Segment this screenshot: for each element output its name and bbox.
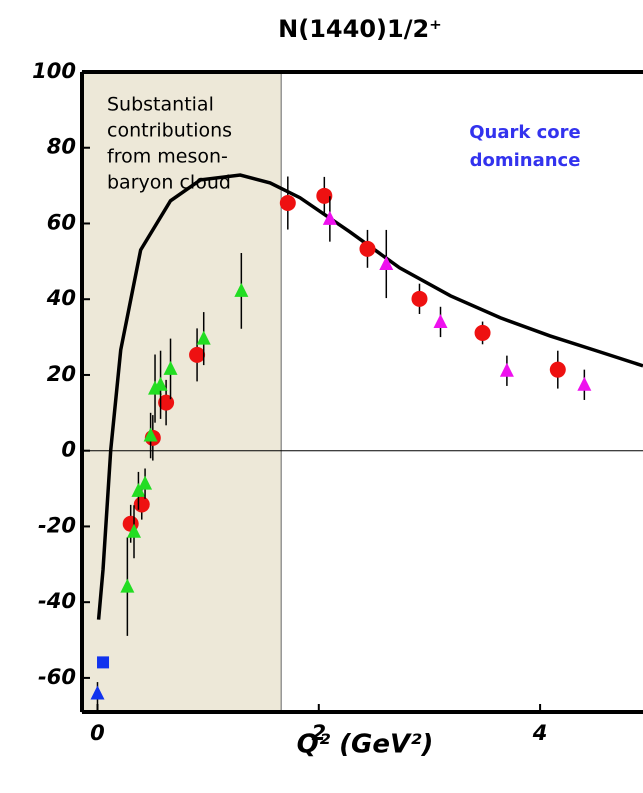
y-tick-label: -40 <box>38 589 76 613</box>
point <box>143 427 158 442</box>
point <box>549 361 566 378</box>
x-tick-label: 2 <box>311 721 326 745</box>
annotation: Substantial <box>107 94 214 116</box>
point <box>359 240 376 257</box>
point <box>120 578 135 593</box>
point <box>279 195 296 212</box>
annotation: baryon cloud <box>107 172 231 194</box>
point <box>163 360 178 375</box>
point <box>474 324 491 341</box>
point <box>148 380 163 395</box>
y-tick-label: 100 <box>32 59 76 83</box>
point <box>90 685 105 700</box>
x-tick-label: 4 <box>532 721 548 745</box>
y-tick-label: 60 <box>47 210 76 234</box>
point <box>189 346 206 363</box>
curve <box>96 173 643 620</box>
point <box>322 210 337 225</box>
y-tick-label: 80 <box>47 135 76 159</box>
y-tick-label: -60 <box>38 665 76 689</box>
point <box>234 282 249 297</box>
region <box>81 71 282 713</box>
annotation: contributions <box>107 120 232 142</box>
x-axis-label: Q² (GeV²) <box>297 730 434 760</box>
point <box>316 187 333 204</box>
point <box>379 256 394 270</box>
x-tick-label: 0 <box>90 721 105 745</box>
point <box>196 330 211 345</box>
point <box>97 656 110 669</box>
y-tick-label: 0 <box>61 438 76 462</box>
y-tick-label: 20 <box>47 362 76 386</box>
annotation: from meson- <box>107 146 228 168</box>
chart-title: N(1440)1/2⁺ <box>278 15 442 43</box>
annotation: Quark core <box>469 122 581 143</box>
y-tick-label: 40 <box>46 286 76 310</box>
point <box>131 482 146 497</box>
point <box>433 313 448 328</box>
point <box>577 376 592 391</box>
point <box>499 362 514 377</box>
point <box>138 475 153 490</box>
point <box>411 290 428 307</box>
point <box>153 376 168 391</box>
y-tick-label: -20 <box>38 513 76 537</box>
point <box>133 496 150 513</box>
annotation: dominance <box>470 150 581 171</box>
point <box>127 523 142 538</box>
